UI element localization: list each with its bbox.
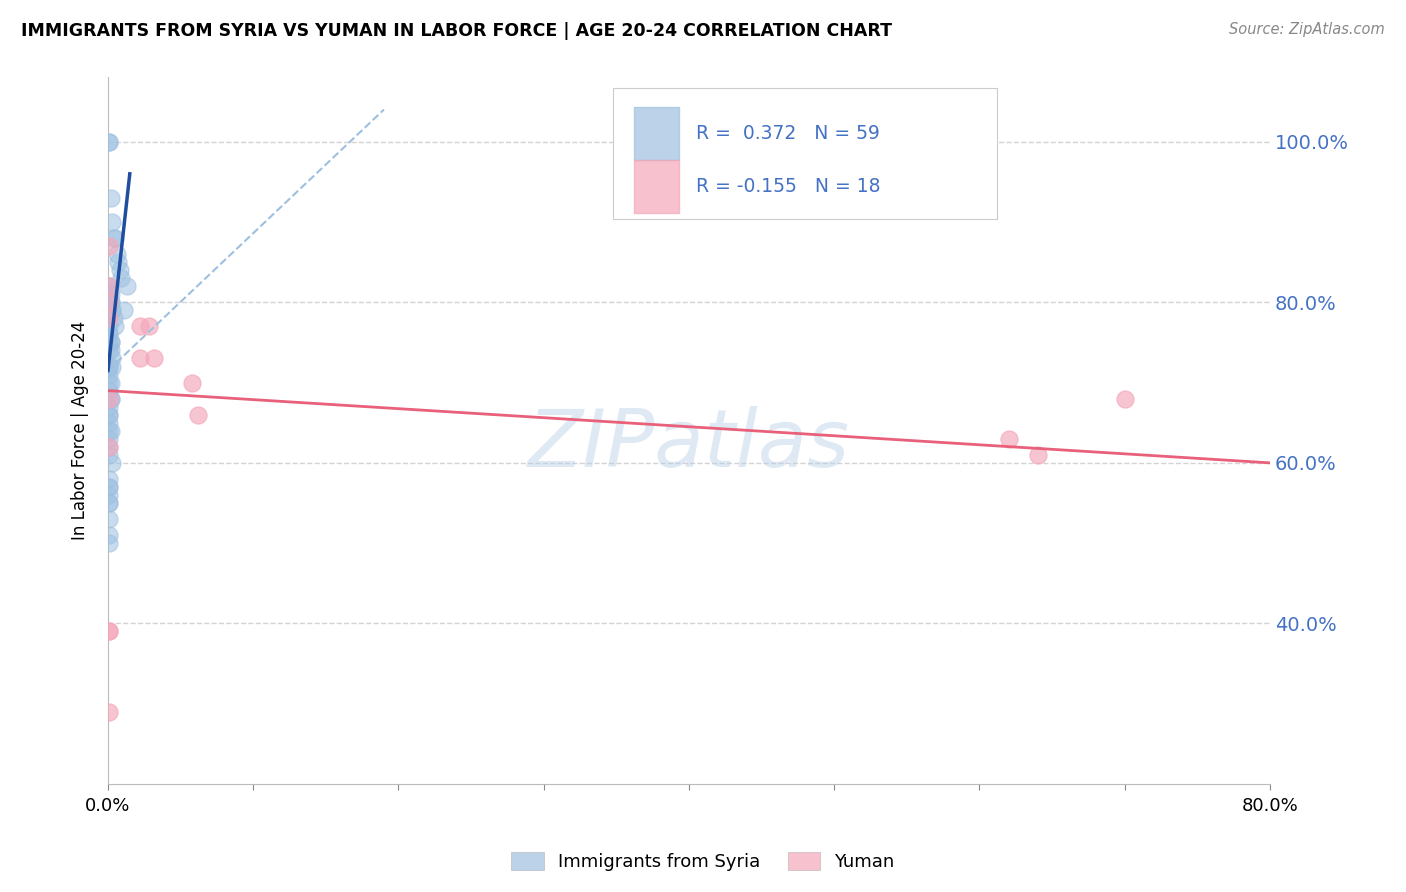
Point	[1114, 392, 1136, 406]
Point	[98, 400, 121, 414]
Point	[129, 319, 152, 334]
Point	[98, 408, 121, 422]
Point	[100, 424, 122, 438]
Text: R =  0.372   N = 59: R = 0.372 N = 59	[696, 125, 880, 144]
Point	[98, 512, 121, 526]
Point	[98, 239, 121, 253]
Point	[98, 384, 121, 398]
Point	[187, 408, 209, 422]
Point	[98, 295, 121, 310]
Point	[115, 279, 138, 293]
Point	[98, 488, 121, 502]
Point	[101, 351, 124, 366]
Point	[107, 255, 129, 269]
Point	[1026, 448, 1049, 462]
Point	[100, 191, 122, 205]
Point	[98, 359, 121, 374]
Point	[100, 392, 122, 406]
Point	[100, 392, 122, 406]
Point	[98, 472, 121, 486]
Point	[98, 424, 121, 438]
Point	[98, 279, 121, 293]
Point	[101, 359, 124, 374]
Point	[108, 263, 131, 277]
Text: IMMIGRANTS FROM SYRIA VS YUMAN IN LABOR FORCE | AGE 20-24 CORRELATION CHART: IMMIGRANTS FROM SYRIA VS YUMAN IN LABOR …	[21, 22, 891, 40]
Point	[98, 496, 121, 510]
Bar	[634, 161, 679, 213]
Point	[100, 287, 122, 301]
Point	[181, 376, 204, 390]
Legend: Immigrants from Syria, Yuman: Immigrants from Syria, Yuman	[503, 846, 903, 879]
Point	[98, 368, 121, 382]
Point	[98, 135, 121, 149]
Point	[100, 335, 122, 350]
Y-axis label: In Labor Force | Age 20-24: In Labor Force | Age 20-24	[72, 321, 89, 541]
Point	[101, 215, 124, 229]
Text: R = -0.155   N = 18: R = -0.155 N = 18	[696, 178, 880, 196]
Point	[98, 319, 121, 334]
Point	[100, 295, 122, 310]
Point	[98, 480, 121, 494]
Point	[112, 303, 135, 318]
Point	[103, 311, 125, 326]
Point	[98, 440, 121, 454]
Point	[101, 303, 124, 318]
Point	[997, 432, 1019, 446]
Point	[100, 295, 122, 310]
Point	[98, 416, 121, 430]
Point	[98, 496, 121, 510]
Point	[129, 351, 152, 366]
Point	[98, 624, 121, 639]
Point	[98, 448, 121, 462]
Bar	[634, 107, 679, 161]
Point	[98, 432, 121, 446]
Point	[98, 376, 121, 390]
Point	[98, 528, 121, 542]
Point	[101, 303, 124, 318]
Point	[98, 408, 121, 422]
Point	[100, 335, 122, 350]
FancyBboxPatch shape	[613, 88, 997, 219]
Point	[98, 392, 121, 406]
Point	[98, 335, 121, 350]
Text: Source: ZipAtlas.com: Source: ZipAtlas.com	[1229, 22, 1385, 37]
Point	[98, 705, 121, 719]
Point	[110, 271, 132, 285]
Point	[98, 359, 121, 374]
Point	[104, 319, 127, 334]
Point	[100, 376, 122, 390]
Point	[98, 287, 121, 301]
Point	[104, 231, 127, 245]
Point	[98, 279, 121, 293]
Point	[101, 456, 124, 470]
Point	[98, 135, 121, 149]
Point	[98, 440, 121, 454]
Point	[98, 536, 121, 550]
Point	[143, 351, 166, 366]
Point	[98, 279, 121, 293]
Point	[100, 343, 122, 358]
Point	[98, 311, 121, 326]
Point	[105, 247, 128, 261]
Point	[138, 319, 160, 334]
Point	[98, 480, 121, 494]
Point	[98, 327, 121, 342]
Point	[103, 231, 125, 245]
Point	[98, 327, 121, 342]
Point	[98, 624, 121, 639]
Point	[98, 343, 121, 358]
Text: ZIPatlas: ZIPatlas	[527, 406, 851, 483]
